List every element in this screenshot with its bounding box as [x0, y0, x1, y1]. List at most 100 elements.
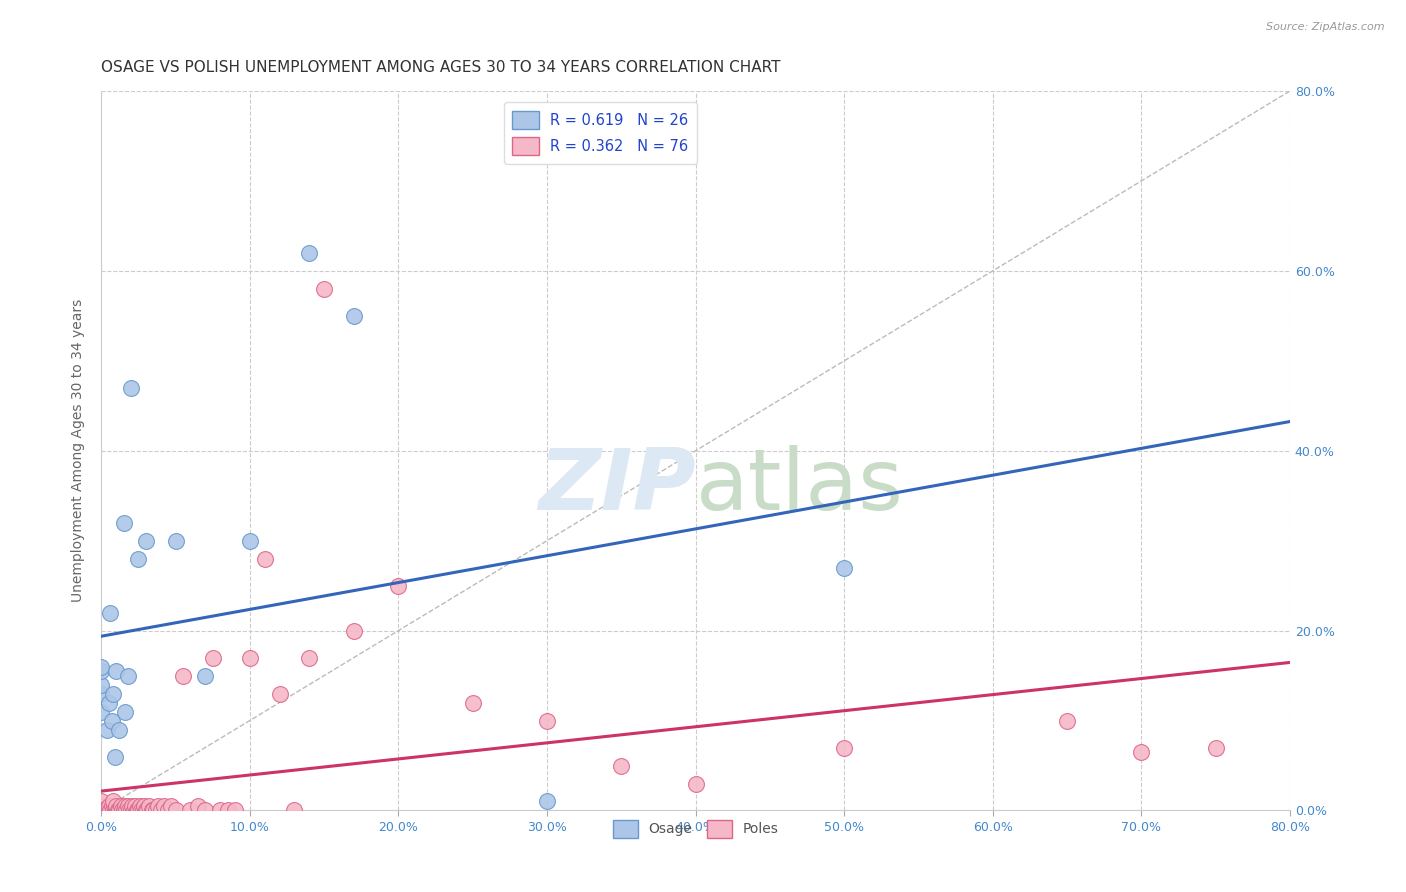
- Point: [136, 804, 159, 818]
- Point: [111, 804, 134, 818]
- Point: [117, 799, 139, 814]
- Point: [118, 804, 141, 818]
- Point: [165, 804, 187, 818]
- Point: [135, 804, 157, 818]
- Point: [100, 714, 122, 728]
- Point: [536, 714, 558, 728]
- Point: [1130, 745, 1153, 759]
- Point: [145, 804, 167, 818]
- Point: [110, 799, 132, 814]
- Point: [298, 650, 321, 665]
- Point: [96, 723, 118, 737]
- Point: [90, 687, 112, 701]
- Point: [461, 696, 484, 710]
- Point: [90, 677, 112, 691]
- Point: [90, 795, 112, 809]
- Point: [239, 533, 262, 548]
- Point: [131, 804, 153, 818]
- Point: [152, 799, 174, 814]
- Point: [120, 804, 142, 818]
- Point: [536, 795, 558, 809]
- Point: [105, 799, 128, 814]
- Point: [253, 551, 276, 566]
- Point: [127, 551, 149, 566]
- Point: [121, 799, 143, 814]
- Point: [224, 804, 246, 818]
- Point: [90, 804, 112, 818]
- Point: [90, 804, 112, 818]
- Point: [142, 804, 165, 818]
- Point: [165, 533, 187, 548]
- Point: [107, 804, 129, 818]
- Point: [98, 606, 121, 620]
- Point: [387, 579, 409, 593]
- Point: [90, 664, 112, 678]
- Point: [209, 804, 232, 818]
- Point: [90, 804, 112, 818]
- Point: [97, 799, 120, 814]
- Point: [160, 799, 183, 814]
- Point: [122, 804, 145, 818]
- Point: [112, 804, 135, 818]
- Point: [98, 804, 121, 818]
- Point: [94, 804, 117, 818]
- Point: [832, 740, 855, 755]
- Point: [101, 804, 124, 818]
- Point: [108, 804, 131, 818]
- Point: [134, 799, 156, 814]
- Point: [101, 687, 124, 701]
- Point: [103, 804, 125, 818]
- Point: [138, 799, 160, 814]
- Point: [90, 659, 112, 673]
- Point: [100, 799, 122, 814]
- Point: [90, 804, 112, 818]
- Point: [146, 799, 169, 814]
- Point: [832, 560, 855, 574]
- Point: [314, 282, 336, 296]
- Point: [127, 804, 149, 818]
- Text: Source: ZipAtlas.com: Source: ZipAtlas.com: [1267, 22, 1385, 32]
- Point: [343, 309, 366, 323]
- Point: [97, 696, 120, 710]
- Point: [93, 804, 115, 818]
- Point: [125, 804, 148, 818]
- Point: [298, 246, 321, 260]
- Point: [610, 758, 633, 772]
- Point: [283, 804, 305, 818]
- Text: atlas: atlas: [696, 445, 904, 528]
- Point: [217, 804, 239, 818]
- Point: [179, 804, 201, 818]
- Point: [239, 650, 262, 665]
- Point: [90, 804, 112, 818]
- Point: [194, 668, 217, 682]
- Point: [124, 799, 146, 814]
- Text: ZIP: ZIP: [538, 445, 696, 528]
- Legend: Osage, Poles: Osage, Poles: [607, 814, 785, 843]
- Point: [97, 804, 120, 818]
- Point: [201, 650, 224, 665]
- Point: [172, 668, 194, 682]
- Point: [117, 668, 139, 682]
- Point: [112, 516, 135, 530]
- Text: OSAGE VS POLISH UNEMPLOYMENT AMONG AGES 30 TO 34 YEARS CORRELATION CHART: OSAGE VS POLISH UNEMPLOYMENT AMONG AGES …: [101, 60, 780, 75]
- Point: [187, 799, 209, 814]
- Point: [114, 799, 136, 814]
- Point: [132, 804, 155, 818]
- Point: [101, 795, 124, 809]
- Point: [1056, 714, 1078, 728]
- Point: [157, 804, 180, 818]
- Point: [90, 804, 112, 818]
- Point: [269, 687, 291, 701]
- Point: [115, 804, 138, 818]
- Point: [343, 624, 366, 638]
- Point: [1205, 740, 1227, 755]
- Point: [108, 723, 131, 737]
- Point: [128, 799, 150, 814]
- Point: [103, 749, 125, 764]
- Point: [194, 804, 217, 818]
- Point: [149, 804, 172, 818]
- Point: [105, 804, 128, 818]
- Y-axis label: Unemployment Among Ages 30 to 34 years: Unemployment Among Ages 30 to 34 years: [72, 299, 86, 602]
- Point: [91, 804, 114, 818]
- Point: [114, 705, 136, 719]
